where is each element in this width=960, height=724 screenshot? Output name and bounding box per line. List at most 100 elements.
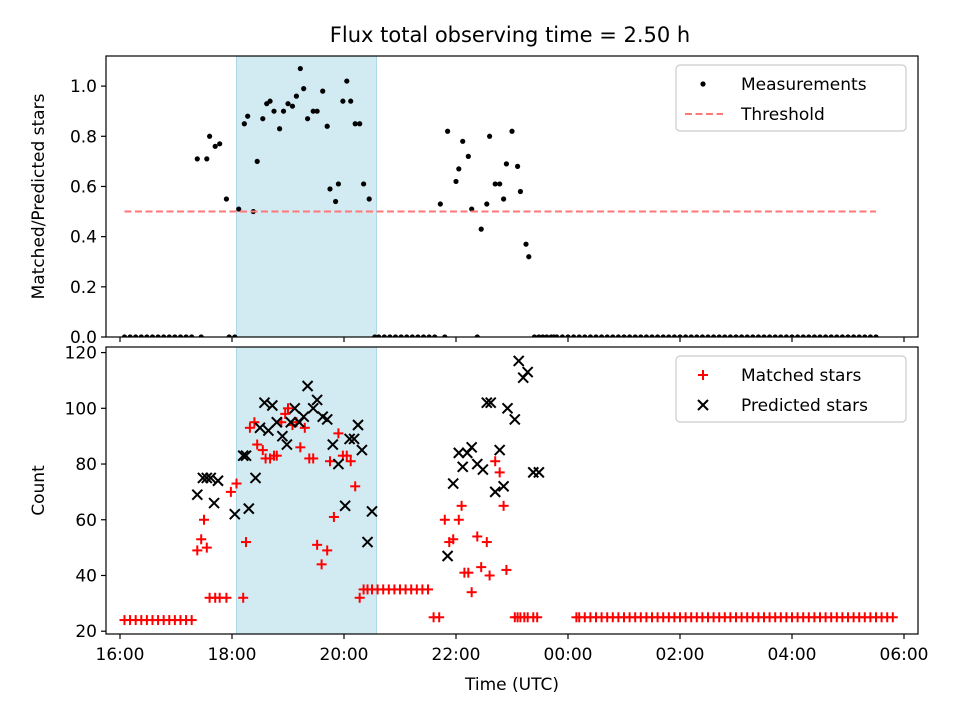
x-tick-label: 04:00 (768, 645, 817, 665)
measurement-point (327, 186, 333, 192)
measurement-point (212, 143, 218, 149)
legend-label: Measurements (741, 75, 867, 95)
predicted-star-point (489, 486, 501, 498)
matched-star-point (481, 537, 492, 548)
measurement-point (487, 133, 493, 139)
measurement-point (217, 141, 223, 147)
predicted-star-point (533, 466, 545, 479)
measurement-point (587, 334, 593, 337)
predicted-star-point (327, 438, 339, 451)
measurement-point (297, 65, 303, 72)
matched-star-point (201, 542, 212, 553)
predicted-star-point (276, 430, 289, 442)
matched-star-point (186, 615, 197, 626)
x-tick-label: 22:00 (432, 645, 481, 665)
predicted-star-point (509, 413, 521, 426)
predicted-star-point (229, 508, 241, 520)
matched-star-point (448, 534, 459, 545)
legend-box (675, 355, 907, 423)
y-axis-label: Matched/Predicted stars (29, 93, 49, 299)
x-axis-label: Time (UTC) (464, 675, 559, 695)
measurement-point (133, 334, 139, 337)
predicted-star-point (447, 477, 459, 490)
matched-star-point (280, 408, 291, 419)
measurement-point (544, 334, 550, 337)
measurement-point (839, 334, 845, 337)
matched-star-point (192, 545, 203, 556)
predicted-star-point (371, 682, 381, 692)
measurement-point (515, 163, 521, 169)
measurement-point (381, 334, 387, 337)
measurement-point (666, 334, 672, 337)
measurement-point (497, 181, 503, 187)
y-tick-label: 0.8 (70, 127, 97, 147)
predicted-star-point (501, 402, 514, 415)
measurement-point (795, 334, 801, 337)
measurement-point (333, 198, 339, 205)
x-tick-label: 06:00 (880, 645, 929, 665)
predicted-star-point (361, 536, 374, 548)
measurement-point (627, 334, 633, 337)
predicted-star-point (493, 444, 506, 456)
measurement-point (314, 108, 320, 114)
measurement-point (559, 334, 565, 337)
measurement-point (716, 334, 722, 337)
matched-star-point (484, 570, 495, 581)
measurement-point (305, 116, 311, 122)
matched-star-point (476, 562, 487, 573)
legend: Matched stars Predicted stars (675, 355, 907, 423)
matched-star-point (312, 539, 323, 550)
top-panel: 0.0 0.2 0.4 0.6 0.8 1.0 Matched/Predicted star… (29, 55, 919, 348)
measurement-point (823, 334, 829, 337)
predicted-star-point (481, 397, 493, 409)
measurement-point (755, 334, 761, 337)
x-tick-label: 20:00 (320, 645, 369, 665)
measurement-point (683, 334, 689, 337)
matched-star-point (887, 612, 898, 623)
measurement-point (750, 334, 756, 337)
measurement-point (806, 334, 812, 337)
measurement-point (811, 334, 817, 337)
measurement-point (245, 113, 251, 119)
predicted-star-point (441, 550, 454, 562)
predicted-star-point (281, 438, 293, 451)
matched-star-point (466, 587, 477, 598)
highlight-span (235, 55, 377, 338)
measurement-point (744, 334, 750, 337)
predicted-star-point (258, 397, 271, 409)
measurement-point (610, 334, 616, 337)
measurement-point (478, 226, 484, 232)
predicted-star-point (254, 422, 266, 434)
matched-star-point (439, 514, 450, 525)
measurement-point (783, 334, 789, 337)
measurement-point (404, 334, 410, 337)
measurement-point (474, 334, 480, 337)
y-tick-label: 40 (75, 566, 97, 586)
y-tick-label: 120 (65, 344, 97, 364)
measurement-point (226, 334, 232, 337)
measurement-point (465, 153, 471, 159)
measurement-point (739, 334, 745, 337)
measurement-point (554, 334, 560, 337)
measurement-point (688, 334, 694, 337)
y-tick-label: 0.0 (70, 328, 97, 348)
axes-frame (105, 346, 919, 635)
matched-star-point (345, 456, 356, 467)
predicted-star-point (521, 366, 534, 378)
y-axis-label: Count (29, 465, 49, 516)
measurement-point (420, 334, 427, 337)
measurement-point (442, 334, 448, 337)
x-tick-label: 16:00 (96, 645, 145, 665)
measurement-point (320, 88, 326, 94)
matched-star-point (316, 559, 327, 570)
y-tick-label: 80 (75, 455, 97, 475)
x-tick-label: 02:00 (656, 645, 705, 665)
predicted-star-point (297, 410, 310, 423)
measurement-point (236, 206, 242, 212)
measurement-point (254, 158, 260, 164)
measurement-point (856, 334, 862, 337)
measurement-point (705, 334, 711, 337)
plot-area (121, 65, 879, 337)
measurement-point (340, 98, 346, 104)
measurement-point (198, 334, 204, 337)
